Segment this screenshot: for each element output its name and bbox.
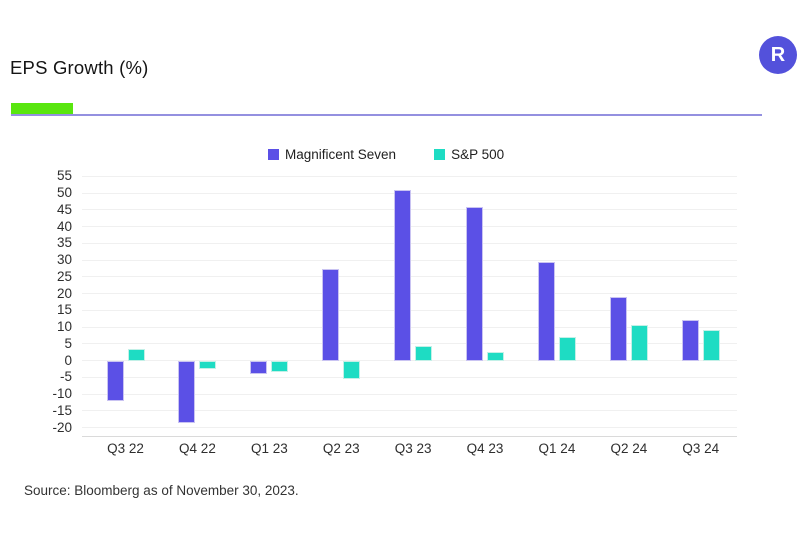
bar-magnificent-seven (322, 268, 340, 361)
bar-magnificent-seven (466, 206, 484, 361)
bar-s-p-500 (702, 330, 720, 361)
bar-magnificent-seven (681, 320, 699, 361)
y-axis-tick-label: 50 (56, 185, 72, 201)
y-axis-tick-label: 25 (56, 268, 72, 284)
chart-legend: Magnificent Seven S&P 500 (268, 146, 504, 162)
y-axis-tick-label: 55 (56, 168, 72, 184)
y-axis-tick-label: 0 (64, 352, 72, 368)
y-axis-tick-label: 5 (64, 335, 72, 351)
gridline (82, 360, 737, 362)
y-axis-tick-label: 20 (56, 285, 72, 301)
y-axis-tick-label: -10 (52, 386, 72, 402)
divider-line (11, 114, 762, 116)
bar-magnificent-seven (106, 360, 124, 401)
bar-magnificent-seven (537, 261, 555, 361)
bar-s-p-500 (558, 337, 576, 361)
gridline (82, 410, 737, 412)
y-axis-tick-label: 45 (56, 201, 72, 217)
legend-label-sp500: S&P 500 (451, 146, 505, 162)
bar-s-p-500 (487, 352, 505, 361)
y-axis-tick-label: -5 (59, 369, 72, 385)
x-axis-label: Q3 22 (107, 441, 144, 456)
legend-swatch-sp500 (434, 148, 446, 160)
bar-s-p-500 (127, 348, 145, 361)
bar-magnificent-seven (609, 296, 627, 361)
x-axis-label: Q3 24 (682, 441, 720, 456)
x-axis-label: Q4 23 (466, 441, 504, 456)
legend-item-sp500: S&P 500 (434, 147, 504, 162)
gridline (82, 427, 737, 429)
brand-logo: R (759, 36, 797, 74)
y-axis-tick-label: -20 (52, 419, 72, 435)
y-axis-tick-label: 15 (56, 302, 72, 318)
legend-item-magnificent-seven: Magnificent Seven (268, 147, 396, 162)
x-axis-label: Q3 23 (394, 441, 432, 456)
y-axis-tick-label: 30 (56, 252, 72, 268)
y-axis-tick-label: 40 (56, 218, 72, 234)
x-axis-label: Q2 23 (322, 441, 360, 456)
bar-s-p-500 (199, 360, 217, 369)
bar-s-p-500 (271, 360, 289, 373)
bar-magnificent-seven (394, 189, 412, 361)
x-axis-label: Q1 23 (250, 441, 288, 456)
y-axis-tick-label: -15 (52, 402, 72, 418)
gridline (82, 376, 737, 378)
brand-logo-letter: R (770, 44, 786, 66)
gridline (82, 175, 737, 177)
x-axis-label: Q1 24 (538, 441, 576, 456)
x-axis-line (82, 436, 737, 437)
legend-label-magnificent-seven: Magnificent Seven (285, 146, 397, 162)
x-axis-label: Q4 22 (179, 441, 216, 456)
accent-bar (11, 103, 73, 114)
bar-s-p-500 (630, 325, 648, 361)
y-axis-tick-label: 35 (56, 235, 72, 251)
chart-title: EPS Growth (%) (10, 57, 149, 78)
x-axis-label: Q2 24 (610, 441, 648, 456)
bar-magnificent-seven (250, 360, 268, 375)
source-note: Source: Bloomberg as of November 30, 202… (24, 483, 299, 498)
bar-s-p-500 (343, 360, 361, 380)
bar-magnificent-seven (178, 360, 196, 423)
legend-swatch-magnificent-seven (268, 148, 279, 160)
bar-s-p-500 (415, 345, 433, 361)
gridline (82, 393, 737, 395)
y-axis-tick-label: 10 (56, 319, 72, 335)
